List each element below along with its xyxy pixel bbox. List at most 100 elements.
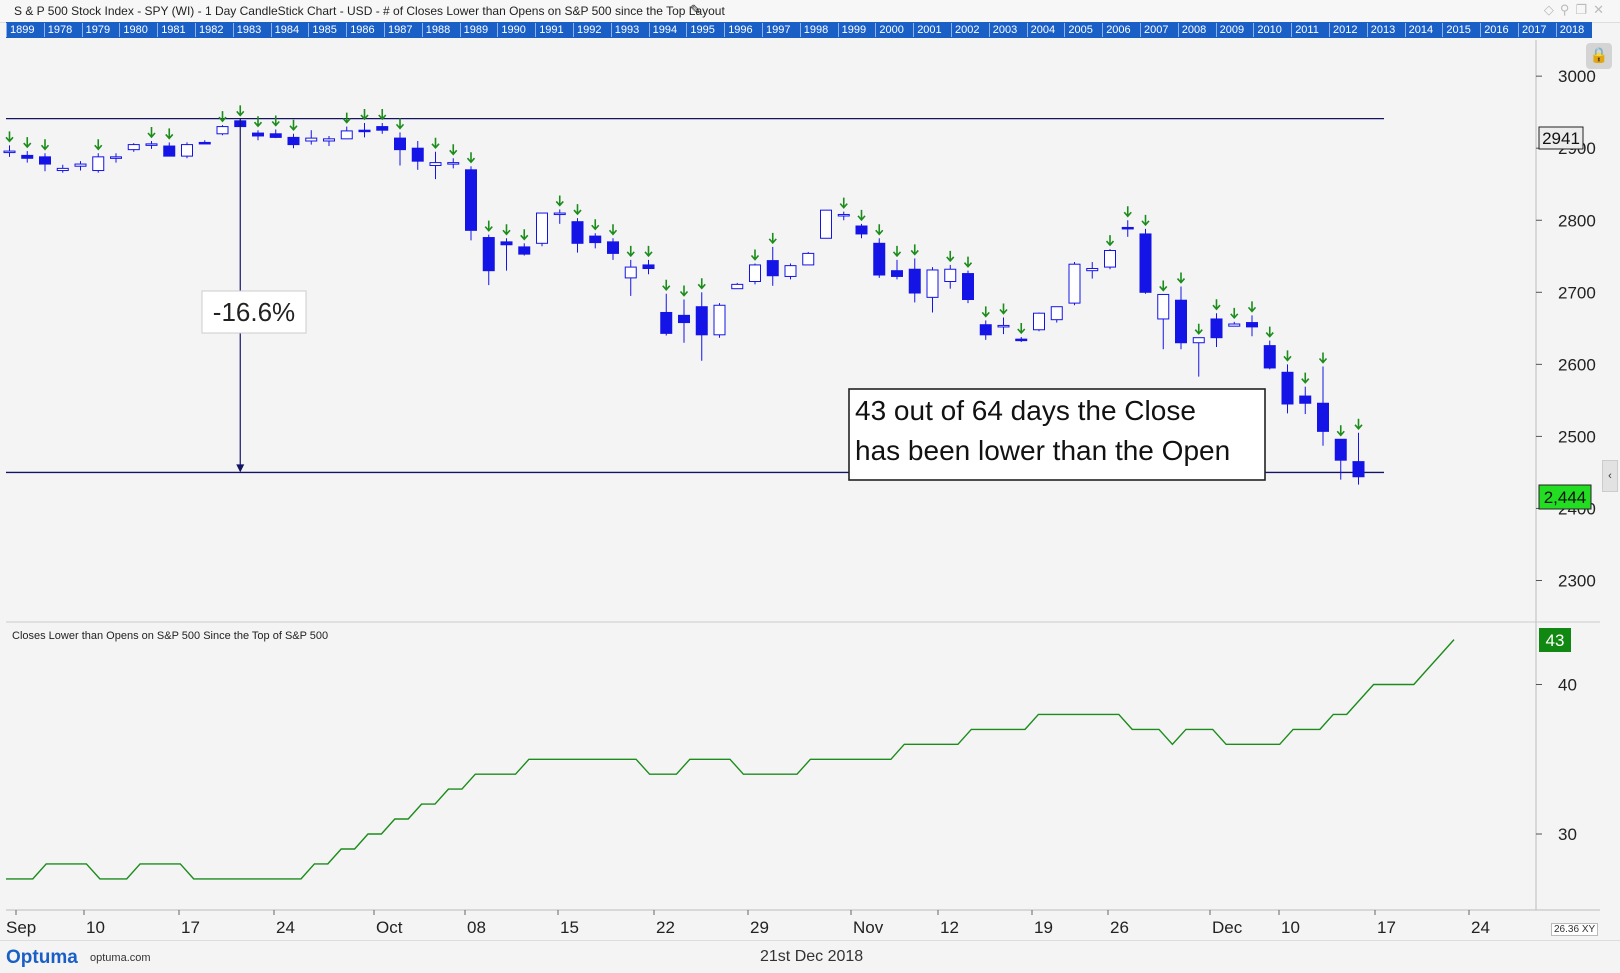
count-label: 43 [1546, 631, 1565, 650]
down-arrow-marker [520, 229, 529, 241]
year-label[interactable]: 1990 [497, 23, 526, 37]
candle-body [181, 144, 193, 157]
year-label[interactable]: 2006 [1102, 23, 1131, 37]
year-label[interactable]: 1998 [799, 23, 828, 37]
measure-arrowhead [236, 464, 245, 473]
year-label[interactable]: 1899 [6, 23, 34, 37]
down-arrow-marker [378, 108, 387, 121]
year-label[interactable]: 1994 [648, 23, 677, 37]
year-label[interactable]: 2000 [875, 23, 904, 37]
chart-canvas[interactable]: 23002400250026002700280029003000-16.6%43… [0, 0, 1620, 940]
x-tick-label: 17 [1377, 918, 1396, 937]
candle-body [163, 145, 176, 157]
year-label[interactable]: 1992 [573, 23, 601, 37]
year-label[interactable]: 2017 [1518, 23, 1546, 37]
candle-body [198, 141, 211, 145]
year-label[interactable]: 2012 [1329, 23, 1357, 37]
year-label[interactable]: 1982 [195, 23, 223, 37]
year-label[interactable]: 1989 [459, 23, 488, 37]
year-label[interactable]: 2014 [1404, 23, 1433, 37]
down-arrow-marker [1105, 235, 1115, 247]
year-label[interactable]: 1993 [610, 23, 639, 37]
close-icon[interactable]: ✕ [1593, 2, 1610, 17]
down-arrow-marker [1318, 352, 1328, 364]
year-label[interactable]: 1985 [308, 23, 337, 37]
candle-body [56, 167, 69, 172]
y-tick-label: 2700 [1558, 283, 1596, 302]
candle-body [1192, 337, 1205, 344]
lock-icon[interactable]: 🔒 [1586, 43, 1612, 69]
year-label[interactable]: 2007 [1140, 23, 1168, 37]
pin-icon[interactable]: ⚲ [1559, 2, 1576, 17]
candle-body [1352, 461, 1365, 478]
window-controls[interactable]: ◇⚲❐✕ [1544, 2, 1610, 18]
down-arrow-marker [395, 118, 405, 130]
year-label[interactable]: 2011 [1291, 23, 1319, 37]
year-label[interactable]: 2016 [1480, 23, 1509, 37]
year-label[interactable]: 1999 [837, 23, 866, 37]
year-label[interactable]: 1983 [232, 23, 261, 37]
candle-body [1139, 233, 1152, 293]
restore-icon[interactable]: ❐ [1575, 2, 1594, 17]
down-arrow-marker [1194, 323, 1203, 335]
down-arrow-marker [271, 115, 280, 127]
year-label[interactable]: 1980 [119, 23, 148, 37]
collapse-panel-button[interactable]: ‹ [1602, 460, 1618, 492]
year-label[interactable]: 1986 [346, 23, 375, 37]
candle-body [411, 147, 424, 162]
year-label[interactable]: 1981 [157, 23, 186, 37]
candle-body [376, 126, 389, 131]
x-tick-label: 10 [1281, 918, 1300, 937]
candle-body [1263, 345, 1276, 369]
year-label[interactable]: 2004 [1026, 23, 1055, 37]
candle-body [926, 269, 939, 298]
year-label[interactable]: 2005 [1064, 23, 1093, 37]
year-label[interactable]: 1978 [43, 23, 72, 37]
year-label[interactable]: 1997 [762, 23, 790, 37]
candle-body [1068, 263, 1081, 304]
candle-body [1104, 250, 1116, 268]
year-navigator[interactable]: 1899 1978 1979 1980 1981 1982 1983 1984 1985 1986… [6, 22, 1592, 38]
down-arrow-marker [1123, 206, 1132, 218]
zoom-readout[interactable]: 26.36 XY [1551, 923, 1599, 936]
y-tick-label: 2300 [1558, 572, 1596, 591]
down-arrow-marker [147, 126, 156, 139]
candle-body [1210, 318, 1223, 339]
year-label[interactable]: 2003 [988, 23, 1017, 37]
year-label[interactable]: 1991 [535, 23, 564, 37]
closes-lower-line [6, 639, 1455, 880]
candle-body [3, 150, 16, 154]
year-label[interactable]: 1995 [686, 23, 715, 37]
candle-body [962, 273, 974, 301]
candle-body [589, 235, 602, 244]
candle-body [323, 138, 335, 142]
year-label[interactable]: 2001 [913, 23, 942, 37]
candle-body [1281, 371, 1294, 405]
candle-body [873, 242, 886, 276]
x-tick-label: 24 [1471, 918, 1490, 937]
down-arrow-marker [236, 105, 245, 117]
candle-body [358, 129, 371, 133]
year-label[interactable]: 2015 [1442, 23, 1471, 37]
year-label[interactable]: 1988 [421, 23, 450, 37]
last-price-label: 2,444 [1544, 488, 1587, 507]
year-label[interactable]: 2013 [1366, 23, 1395, 37]
year-label[interactable]: 2002 [951, 23, 979, 37]
diamond-icon[interactable]: ◇ [1543, 2, 1560, 17]
candle-body [820, 209, 832, 239]
year-label[interactable]: 2010 [1253, 23, 1282, 37]
year-label[interactable]: 2018 [1555, 23, 1584, 37]
candle-body [624, 266, 637, 279]
x-tick-label: 22 [656, 918, 675, 937]
year-label[interactable]: 1979 [81, 23, 110, 37]
year-label[interactable]: 1987 [384, 23, 412, 37]
year-label[interactable]: 2008 [1177, 23, 1206, 37]
pencil-icon[interactable]: ✎ [690, 2, 701, 17]
down-arrow-marker [679, 285, 689, 297]
year-label[interactable]: 1984 [270, 23, 299, 37]
year-label[interactable]: 1996 [724, 23, 753, 37]
year-label[interactable]: 2009 [1215, 23, 1244, 37]
down-arrow-marker [591, 219, 600, 231]
candle-body [802, 252, 815, 266]
candle-body [1086, 268, 1099, 272]
